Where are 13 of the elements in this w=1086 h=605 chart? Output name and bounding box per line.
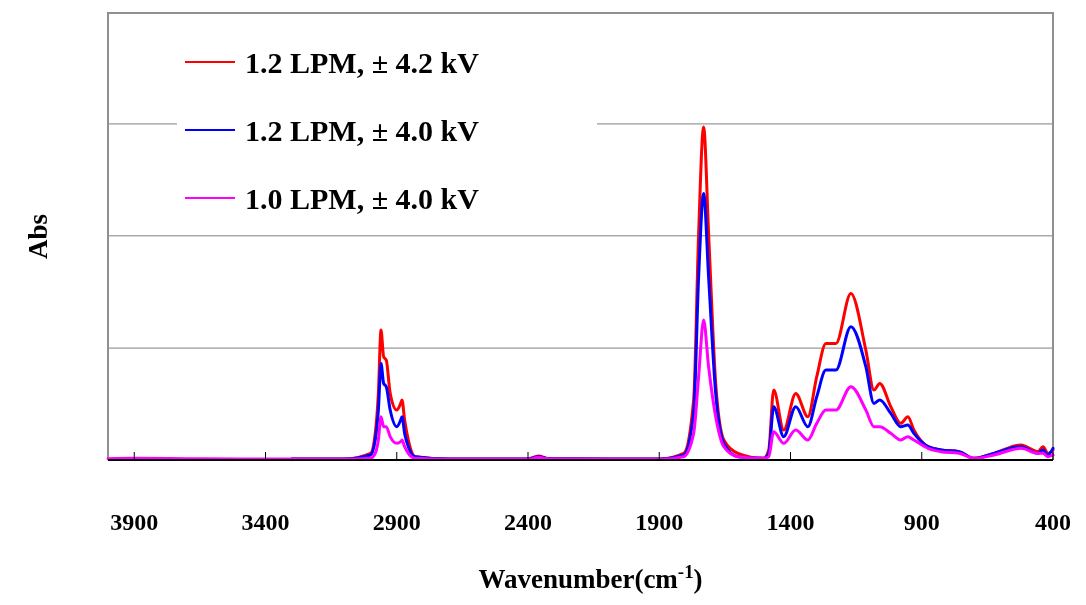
legend-label: 1.2 LPM, ± 4.2 kV [245, 46, 480, 79]
x-tick-label: 1900 [635, 509, 684, 535]
y-axis-title: Abs [23, 213, 53, 260]
x-tick-label: 2900 [372, 509, 421, 535]
x-tick-label: 1400 [766, 509, 815, 535]
x-tick-label: 400 [1035, 509, 1071, 535]
x-axis-title: Wavenumber(cm$^{-1}$) [478, 560, 703, 594]
legend-label: 1.0 LPM, ± 4.0 kV [245, 182, 480, 215]
x-tick-label: 2400 [504, 509, 552, 535]
x-tick-label: 3900 [110, 509, 159, 535]
legend-label: 1.2 LPM, ± 4.0 kV [245, 114, 480, 147]
x-tick-label: 3400 [241, 509, 290, 535]
x-tick-label: 900 [903, 509, 940, 535]
